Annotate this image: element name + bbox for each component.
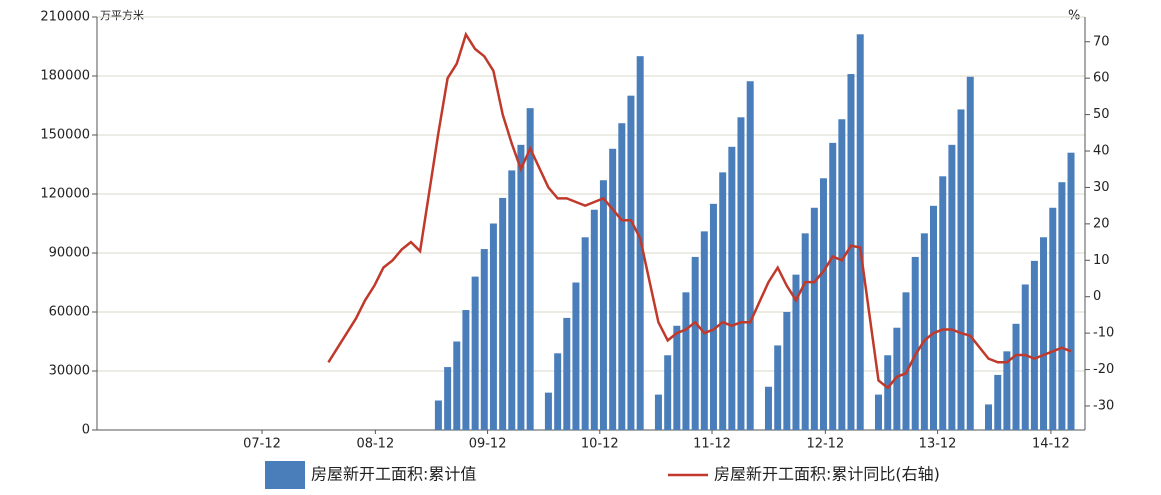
bar [829, 142, 837, 430]
x-tick-label: 08-12 [356, 437, 394, 452]
y-tick-label: 60000 [49, 305, 90, 320]
bar [920, 233, 928, 430]
y2-tick-label: 10 [1093, 253, 1110, 268]
bar [728, 146, 736, 431]
bar [609, 148, 617, 430]
bar [966, 76, 974, 430]
y2-tick-label: 30 [1093, 180, 1110, 195]
bar [801, 233, 809, 430]
bar [599, 180, 607, 430]
bar [544, 392, 552, 430]
bar [902, 292, 910, 430]
bar [957, 109, 965, 430]
y2-tick-label: -30 [1093, 398, 1114, 413]
bar [1021, 284, 1029, 430]
x-tick-label: 11-12 [693, 437, 731, 452]
bar [700, 231, 708, 430]
bar [664, 355, 672, 430]
bar [709, 203, 717, 430]
bar [572, 282, 580, 430]
x-tick-label: 07-12 [243, 437, 281, 452]
y2-tick-label: -20 [1093, 362, 1114, 377]
y2-axis-label: % [1068, 9, 1080, 24]
bar [810, 207, 818, 430]
bar [691, 256, 699, 430]
bar [847, 74, 855, 431]
bar [874, 394, 882, 430]
bar [783, 312, 791, 430]
bar [838, 119, 846, 431]
y-tick-label: 90000 [49, 246, 90, 261]
bar [884, 355, 892, 430]
bar [526, 108, 534, 431]
legend-label: 房屋新开工面积:累计值 [311, 465, 476, 484]
bar [517, 144, 525, 431]
y2-tick-label: 70 [1093, 34, 1110, 49]
y-tick-label: 210000 [40, 10, 90, 25]
x-tick-label: 13-12 [919, 437, 957, 452]
bar [453, 341, 461, 430]
x-tick-label: 09-12 [469, 437, 507, 452]
bar [929, 205, 937, 430]
x-tick-label: 10-12 [581, 437, 619, 452]
y2-tick-label: 20 [1093, 216, 1110, 231]
y2-tick-label: -10 [1093, 326, 1114, 341]
bar [911, 256, 919, 430]
bar [1049, 207, 1057, 430]
bar [746, 81, 754, 430]
bar [462, 310, 470, 430]
bar [774, 345, 782, 430]
bar [499, 197, 507, 430]
bar [856, 34, 864, 431]
y-tick-label: 180000 [40, 69, 90, 84]
bar [489, 223, 497, 430]
y-tick-label: 150000 [40, 128, 90, 143]
bar [590, 209, 598, 430]
bar [985, 404, 993, 430]
bar [1040, 237, 1048, 430]
bar [480, 249, 488, 430]
y-tick-label: 120000 [40, 187, 90, 202]
bar [1030, 260, 1038, 430]
bar [1058, 182, 1066, 430]
bar [434, 400, 442, 430]
bar [948, 144, 956, 431]
bar [508, 170, 516, 430]
y-tick-label: 0 [82, 423, 90, 438]
bar [627, 95, 635, 431]
x-tick-label: 12-12 [806, 437, 844, 452]
y2-tick-label: 40 [1093, 144, 1110, 159]
bar [1067, 152, 1075, 430]
y2-tick-label: 50 [1093, 107, 1110, 122]
x-tick-label: 14-12 [1032, 437, 1070, 452]
bar [819, 178, 827, 430]
bar [939, 176, 947, 430]
y2-tick-label: 0 [1093, 289, 1101, 304]
bar [719, 172, 727, 430]
bar [764, 386, 772, 430]
bar [1012, 323, 1020, 430]
bar [893, 327, 901, 430]
bar [792, 274, 800, 430]
bar [673, 325, 681, 430]
legend-label: 房屋新开工面积:累计同比(右轴) [714, 465, 940, 484]
line [327, 31, 1072, 390]
bar [618, 123, 626, 430]
bar [994, 374, 1002, 430]
legend-swatch [265, 461, 305, 489]
y-axis-label: 万平方米 [100, 8, 144, 22]
bar [654, 394, 662, 430]
bar [554, 353, 562, 430]
bar [682, 292, 690, 430]
y2-tick-label: 60 [1093, 71, 1110, 86]
bar [563, 317, 571, 430]
bar [581, 237, 589, 430]
y-tick-label: 30000 [49, 364, 90, 379]
bar [1003, 351, 1011, 430]
bar [444, 367, 452, 430]
bar [471, 276, 479, 430]
bar [737, 117, 745, 431]
